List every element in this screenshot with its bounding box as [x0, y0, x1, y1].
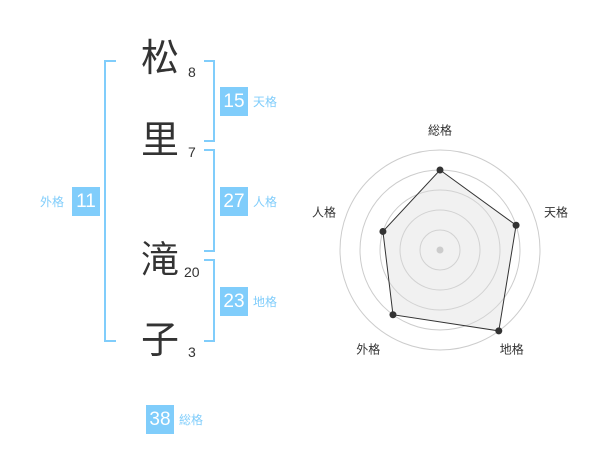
radar-point: [436, 166, 444, 174]
radar-point: [512, 221, 520, 229]
radar-point: [379, 227, 387, 235]
name-char-3: 滝: [140, 238, 179, 282]
stroke-count-2: 7: [188, 144, 196, 160]
chikaku-label: 地格: [253, 295, 278, 309]
gaikaku-value: 11: [72, 187, 100, 216]
jinkaku-bracket: [204, 149, 215, 252]
radar-axis-label: 人格: [311, 205, 336, 220]
radar-point: [389, 311, 397, 319]
soukaku-label: 総格: [179, 413, 204, 427]
radar-axis-label: 地格: [499, 342, 524, 357]
gaikaku-bracket: [104, 60, 116, 342]
name-char-4: 子: [140, 318, 179, 362]
stroke-count-3: 20: [184, 264, 200, 280]
gaikaku-label: 外格: [40, 195, 65, 209]
stroke-count-4: 3: [188, 344, 196, 360]
radar-center-dot: [436, 246, 444, 254]
name-char-2: 里: [140, 118, 179, 162]
jinkaku-label: 人格: [253, 195, 278, 209]
tenkaku-label: 天格: [253, 95, 278, 109]
tenkaku-bracket: [204, 60, 215, 142]
chikaku-value: 23: [220, 287, 248, 316]
radar-ring: [399, 209, 481, 291]
radar-ring: [339, 149, 541, 351]
jinkaku-value: 27: [220, 187, 248, 216]
radar-ring: [379, 189, 501, 311]
tenkaku-value: 15: [220, 87, 248, 116]
radar-axis-label: 外格: [356, 342, 381, 357]
soukaku-value: 38: [146, 405, 174, 434]
name-char-1: 松: [140, 36, 179, 80]
radar-area: [382, 169, 517, 332]
radar-axis-label: 総格: [427, 123, 453, 138]
stroke-count-1: 8: [188, 64, 196, 80]
radar-ring: [419, 229, 461, 271]
radar-point: [495, 327, 503, 335]
radar-axis-label: 天格: [544, 205, 569, 220]
chikaku-bracket: [204, 259, 215, 342]
